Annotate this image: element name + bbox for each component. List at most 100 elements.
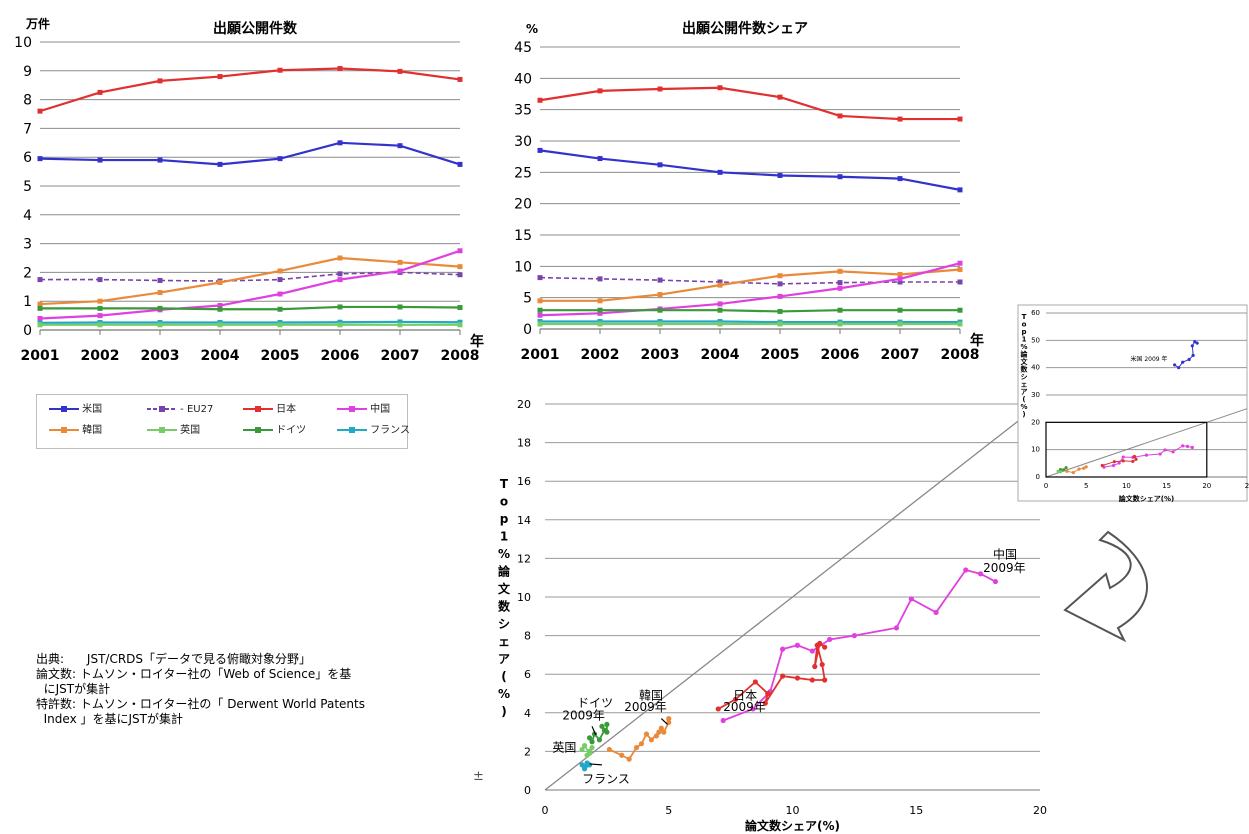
source-notes: 出典: JST/CRDS「データで見る俯瞰対象分野」 論文数: トムソン・ロイタ… (36, 652, 456, 727)
pointer-line (591, 726, 597, 736)
data-point-韓国 (648, 737, 655, 743)
data-point-英国 (217, 322, 223, 328)
data-point-日本 (762, 700, 768, 706)
data-point-中国 (217, 303, 223, 309)
data-point-英国 (597, 321, 603, 327)
series-line-フランス (540, 320, 960, 324)
legend-swatch-icon (49, 427, 79, 433)
legend-item: 日本 (243, 403, 296, 417)
legend-label: - EU27 (177, 404, 214, 415)
data-point-日本 (837, 113, 843, 119)
legend-swatch-marker (255, 427, 261, 433)
data-point-米国 (1195, 341, 1199, 345)
data-point-日本 (819, 661, 825, 668)
legend-label: ドイツ (273, 425, 307, 436)
y-axis-label-char: T (1022, 313, 1027, 321)
y-axis-label-char: ア (498, 652, 510, 666)
data-point-中国 (1171, 450, 1175, 454)
x-tick-label: 2008 (941, 347, 980, 363)
data-point-米国 (1181, 360, 1185, 364)
annotation-label: 2009年 (723, 700, 766, 714)
data-point-韓国 (777, 273, 783, 279)
data-point-米国 (897, 176, 903, 182)
y-tick-label: 6 (524, 668, 531, 681)
data-point-EU27 (717, 279, 723, 285)
data-point-ドイツ (589, 739, 595, 745)
data-point-米国 (217, 161, 223, 167)
y-tick-label: 60 (1031, 309, 1040, 317)
y-axis-label-char: p (500, 512, 509, 526)
data-point-ドイツ (597, 307, 603, 313)
data-point-韓国 (97, 298, 103, 304)
chart-title: 出願公開件数 (213, 20, 298, 37)
data-point-中国 (957, 260, 963, 266)
data-point-中国 (809, 648, 815, 654)
data-point-EU27 (337, 271, 343, 277)
data-point-フランス (657, 318, 663, 324)
data-point-日本 (715, 706, 721, 712)
data-point-日本 (457, 76, 463, 82)
data-point-韓国 (337, 255, 343, 261)
data-point-日本 (157, 78, 163, 84)
data-point-英国 (1056, 469, 1060, 473)
y-tick-label: 2 (23, 265, 32, 281)
x-tick-label: 15 (1162, 482, 1171, 490)
data-point-韓国 (837, 268, 843, 274)
data-point-EU27 (837, 280, 843, 286)
data-point-中国 (794, 642, 801, 648)
legend-swatch-marker (349, 427, 355, 433)
legend-item: 韓国 (49, 424, 102, 438)
legend-label: 米国 (79, 404, 103, 415)
data-point-英国 (277, 322, 283, 328)
y-axis-label-char: 論 (498, 564, 511, 579)
y-axis-label-char: ( (1022, 396, 1025, 404)
data-point-米国 (1191, 353, 1195, 357)
data-point-日本 (777, 94, 783, 100)
data-point-英国 (579, 746, 585, 753)
data-point-ドイツ (837, 307, 843, 313)
data-point-英国 (337, 322, 343, 328)
data-point-中国 (933, 609, 939, 616)
data-point-英国 (582, 743, 588, 749)
data-point-日本 (537, 97, 543, 103)
data-point-EU27 (37, 277, 43, 283)
data-point-ドイツ (591, 731, 598, 737)
y-axis-label-char: 数 (498, 599, 511, 614)
data-point-中国 (1181, 444, 1185, 448)
y-unit-label: 万件 (25, 16, 50, 31)
data-point-米国 (1193, 340, 1197, 344)
data-point-韓国 (457, 264, 463, 270)
data-point-中国 (897, 276, 903, 282)
y-tick-label: 0 (524, 784, 531, 797)
legend-label: 英国 (177, 425, 201, 436)
x-tick-label: 0 (542, 804, 549, 817)
legend-swatch-icon (337, 427, 367, 433)
data-point-EU27 (777, 281, 783, 287)
y-axis-label-char: % (498, 687, 510, 701)
legend-label: 韓国 (79, 425, 103, 436)
y-tick-label: 10 (14, 35, 32, 51)
x-tick-label: 2001 (21, 348, 60, 364)
zoom-box (1045, 421, 1208, 478)
curved-arrow-icon (1063, 530, 1148, 643)
data-point-英国 (37, 322, 43, 328)
x-tick-label: 2003 (141, 348, 180, 364)
legend-label: 中国 (367, 404, 391, 415)
data-point-韓国 (657, 292, 663, 298)
data-point-韓国 (397, 259, 403, 265)
series-line-日本 (39, 67, 461, 113)
y-tick-label: 14 (517, 514, 531, 527)
y-tick-label: 10 (1031, 446, 1040, 454)
x-tick-label: 2007 (381, 348, 420, 364)
y-tick-label: 4 (524, 707, 531, 720)
y-tick-label: 0 (23, 323, 32, 339)
legend-swatch-icon (337, 406, 367, 412)
data-point-英国 (717, 321, 723, 327)
y-tick-label: 45 (514, 40, 532, 56)
x-tick-label: 20 (1033, 804, 1047, 817)
data-point-日本 (597, 88, 603, 94)
data-point-中国 (720, 717, 726, 724)
